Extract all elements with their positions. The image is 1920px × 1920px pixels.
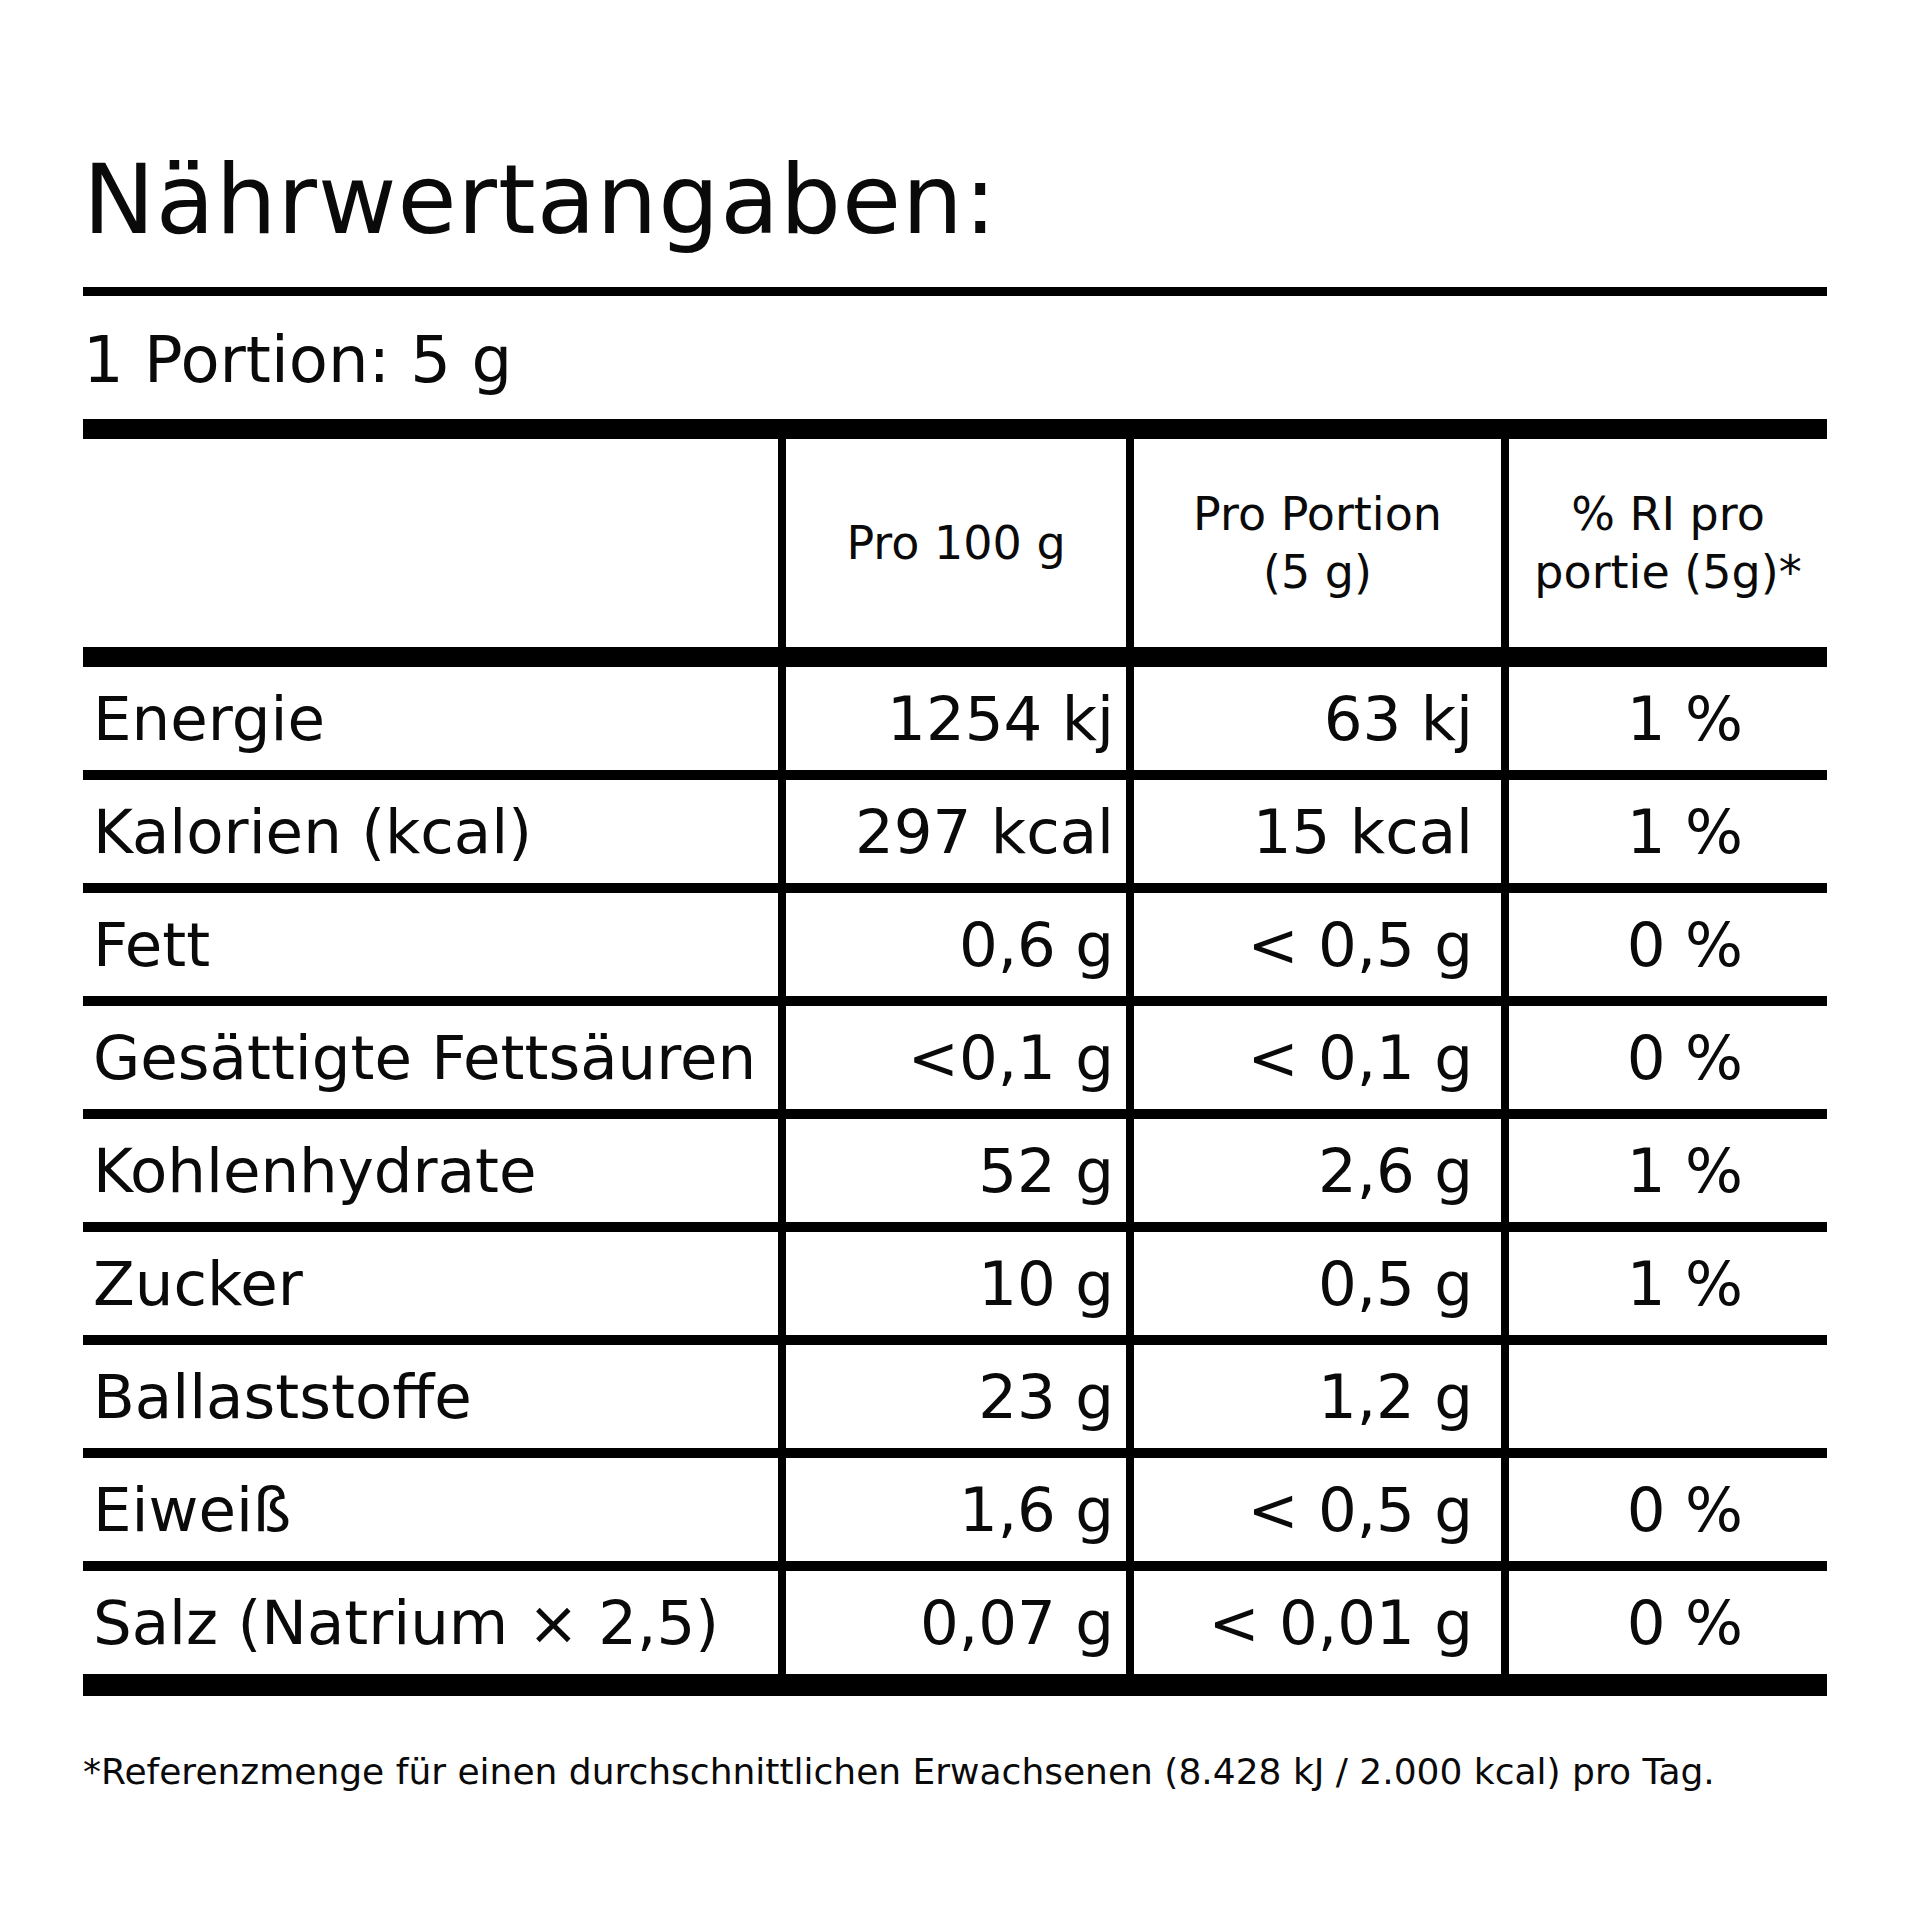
header-ri-percent-line1: % RI pro: [1571, 485, 1765, 543]
per-100g-value: 0,6 g: [778, 893, 1126, 996]
ri-percent-value: 0 %: [1501, 1571, 1827, 1674]
nutrient-name: Zucker: [83, 1232, 778, 1335]
per-100g-value: 0,07 g: [778, 1571, 1126, 1674]
per-100g-value: 1,6 g: [778, 1458, 1126, 1561]
row-divider: [83, 1448, 1827, 1458]
ri-percent-value: 0 %: [1501, 893, 1827, 996]
nutrition-label: Nährwertangaben: 1 Portion: 5 g Pro 100 …: [0, 0, 1920, 1920]
per-portion-value: 0,5 g: [1126, 1232, 1501, 1335]
title-rule: [83, 287, 1827, 296]
table-row-kohlenhydrate: Kohlenhydrate 52 g 2,6 g 1 %: [83, 1119, 1827, 1222]
per-portion-value: < 0,1 g: [1126, 1006, 1501, 1109]
per-100g-value: 52 g: [778, 1119, 1126, 1222]
table-row-salz: Salz (Natrium × 2,5) 0,07 g < 0,01 g 0 %: [83, 1571, 1827, 1674]
nutrient-name: Ballaststoffe: [83, 1345, 778, 1448]
table-top-border: [83, 419, 1827, 439]
ri-percent-value: 1 %: [1501, 1232, 1827, 1335]
nutrient-name: Gesättigte Fettsäuren: [83, 1006, 778, 1109]
row-divider: [83, 1335, 1827, 1345]
per-portion-value: 2,6 g: [1126, 1119, 1501, 1222]
per-portion-value: 15 kcal: [1126, 780, 1501, 883]
table-row-gesaettigte-fettsaeuren: Gesättigte Fettsäuren <0,1 g < 0,1 g 0 %: [83, 1006, 1827, 1109]
header-nutrient-blank: [83, 439, 778, 647]
nutrient-name: Eiweiß: [83, 1458, 778, 1561]
nutrient-name: Energie: [83, 667, 778, 770]
ri-percent-value: 1 %: [1501, 1119, 1827, 1222]
table-row-kalorien: Kalorien (kcal) 297 kcal 15 kcal 1 %: [83, 780, 1827, 883]
table-row-zucker: Zucker 10 g 0,5 g 1 %: [83, 1232, 1827, 1335]
nutrient-name: Kohlenhydrate: [83, 1119, 778, 1222]
header-ri-percent: % RI pro portie (5g)*: [1501, 439, 1827, 647]
row-divider: [83, 996, 1827, 1006]
nutrient-name: Salz (Natrium × 2,5): [83, 1571, 778, 1674]
nutrient-name: Fett: [83, 893, 778, 996]
header-divider: [83, 647, 1827, 667]
table-row-eiweiss: Eiweiß 1,6 g < 0,5 g 0 %: [83, 1458, 1827, 1561]
per-100g-value: 297 kcal: [778, 780, 1126, 883]
table-header-row: Pro 100 g Pro Portion (5 g) % RI pro por…: [83, 439, 1827, 647]
page-title: Nährwertangaben:: [83, 0, 1827, 270]
table-row-fett: Fett 0,6 g < 0,5 g 0 %: [83, 893, 1827, 996]
ri-percent-value: 0 %: [1501, 1006, 1827, 1109]
ri-percent-value: 1 %: [1501, 667, 1827, 770]
row-divider: [83, 1222, 1827, 1232]
portion-size-line: 1 Portion: 5 g: [83, 318, 1827, 402]
header-ri-percent-line2: portie (5g)*: [1534, 543, 1801, 601]
header-per-100g: Pro 100 g: [778, 439, 1126, 647]
row-divider: [83, 770, 1827, 780]
ri-percent-value: [1501, 1345, 1827, 1448]
per-portion-value: < 0,5 g: [1126, 1458, 1501, 1561]
per-100g-value: <0,1 g: [778, 1006, 1126, 1109]
nutrient-name: Kalorien (kcal): [83, 780, 778, 883]
per-100g-value: 23 g: [778, 1345, 1126, 1448]
per-portion-value: 63 kj: [1126, 667, 1501, 770]
row-divider: [83, 1109, 1827, 1119]
table-row-energie: Energie 1254 kj 63 kj 1 %: [83, 667, 1827, 770]
row-divider: [83, 1561, 1827, 1571]
ri-percent-value: 1 %: [1501, 780, 1827, 883]
per-portion-value: < 0,5 g: [1126, 893, 1501, 996]
header-per-portion: Pro Portion (5 g): [1126, 439, 1501, 647]
ri-percent-value: 0 %: [1501, 1458, 1827, 1561]
per-portion-value: 1,2 g: [1126, 1345, 1501, 1448]
table-bottom-border: [83, 1674, 1827, 1696]
table-row-ballaststoffe: Ballaststoffe 23 g 1,2 g: [83, 1345, 1827, 1448]
header-per-100g-line1: Pro 100 g: [846, 514, 1065, 572]
reference-footnote: *Referenzmenge für einen durchschnittlic…: [83, 1748, 1827, 1796]
header-per-portion-line2: (5 g): [1263, 543, 1372, 601]
per-portion-value: < 0,01 g: [1126, 1571, 1501, 1674]
row-divider: [83, 883, 1827, 893]
per-100g-value: 1254 kj: [778, 667, 1126, 770]
header-per-portion-line1: Pro Portion: [1193, 485, 1442, 543]
per-100g-value: 10 g: [778, 1232, 1126, 1335]
